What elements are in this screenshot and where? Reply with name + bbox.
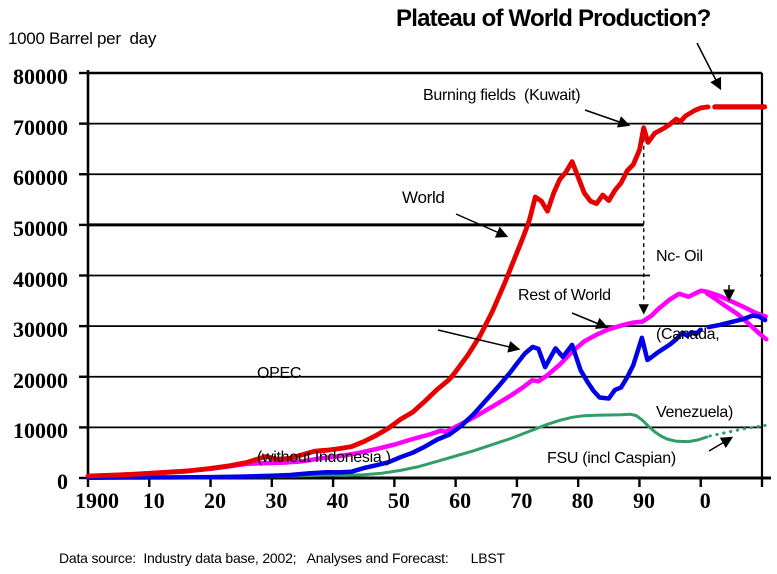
series-rest-of-world-conventional-forecast — [704, 290, 769, 342]
y-tick-label-20000: 20000 — [13, 367, 68, 393]
x-tick-label-1950: 50 — [387, 488, 410, 513]
series-world — [85, 104, 711, 479]
title-arrow — [696, 42, 722, 91]
x-tick-label-1940: 40 — [326, 488, 349, 513]
footer-source: Data source: Industry data base, 2002; A… — [59, 550, 505, 566]
y-tick-label-10000: 10000 — [13, 418, 68, 444]
x-tick-label-1900: 1900 — [75, 488, 119, 513]
annotation-opec-line2: (without Indonesia ) — [257, 449, 391, 466]
series-rest-of-world — [85, 288, 710, 479]
x-tick-label-1960: 60 — [449, 488, 472, 513]
annotation-nc-oil-line3: Venezuela) — [656, 404, 734, 421]
annotation-rest-of-world: Rest of World — [518, 287, 611, 304]
x-tick-label-1910: 10 — [142, 488, 165, 513]
x-tick-label-1970: 70 — [510, 488, 533, 513]
y-tick-label-30000: 30000 — [13, 317, 68, 343]
chart-title: Plateau of World Production? — [396, 5, 711, 32]
annotation-opec-line1: OPEC — [257, 365, 302, 382]
y-tick-label-50000: 50000 — [13, 215, 68, 241]
y-tick-label-0: 0 — [57, 469, 68, 494]
x-tick-label-2000: 0 — [699, 488, 711, 513]
y-tick-label-60000: 60000 — [13, 165, 68, 191]
x-tick-label-1980: 80 — [571, 488, 594, 513]
rest-of-world-arrow — [571, 312, 609, 329]
x-tick-label-1990: 90 — [632, 488, 655, 513]
opec-arrow — [437, 329, 521, 353]
y-axis-unit-label: 1000 Barrel per day — [8, 29, 157, 48]
annotation-opec: OPEC (without Indonesia ) — [257, 304, 391, 528]
x-tick-label-1930: 30 — [265, 488, 288, 513]
annotation-nc-oil: Nc- Oil (Canada, Venezuela) — [650, 189, 760, 421]
y-tick-label-70000: 70000 — [13, 114, 68, 140]
y-tick-label-80000: 80000 — [13, 64, 68, 89]
annotation-nc-oil-line2: (Canada, — [656, 326, 720, 343]
world-arrow — [455, 213, 509, 238]
annotation-fsu: FSU (incl Caspian) — [547, 450, 676, 467]
series-fsu-incl-caspian- — [251, 412, 709, 479]
annotation-burning-fields: Burning fields (Kuwait) — [423, 87, 581, 104]
fsu-arrow — [708, 436, 734, 452]
series-opec-forecast — [706, 313, 768, 330]
series-fsu-forecast — [708, 423, 767, 438]
x-tick-label-1920: 20 — [204, 488, 227, 513]
y-tick-label-40000: 40000 — [13, 266, 68, 292]
burning-fields-arrow — [584, 109, 631, 128]
series-rest-of-world-incl-nc-oil-forecast — [704, 289, 768, 319]
annotation-world: World — [402, 188, 445, 207]
annotation-nc-oil-line1: Nc- Oil — [656, 248, 703, 265]
series-opec-without-indonesia- — [85, 327, 703, 480]
